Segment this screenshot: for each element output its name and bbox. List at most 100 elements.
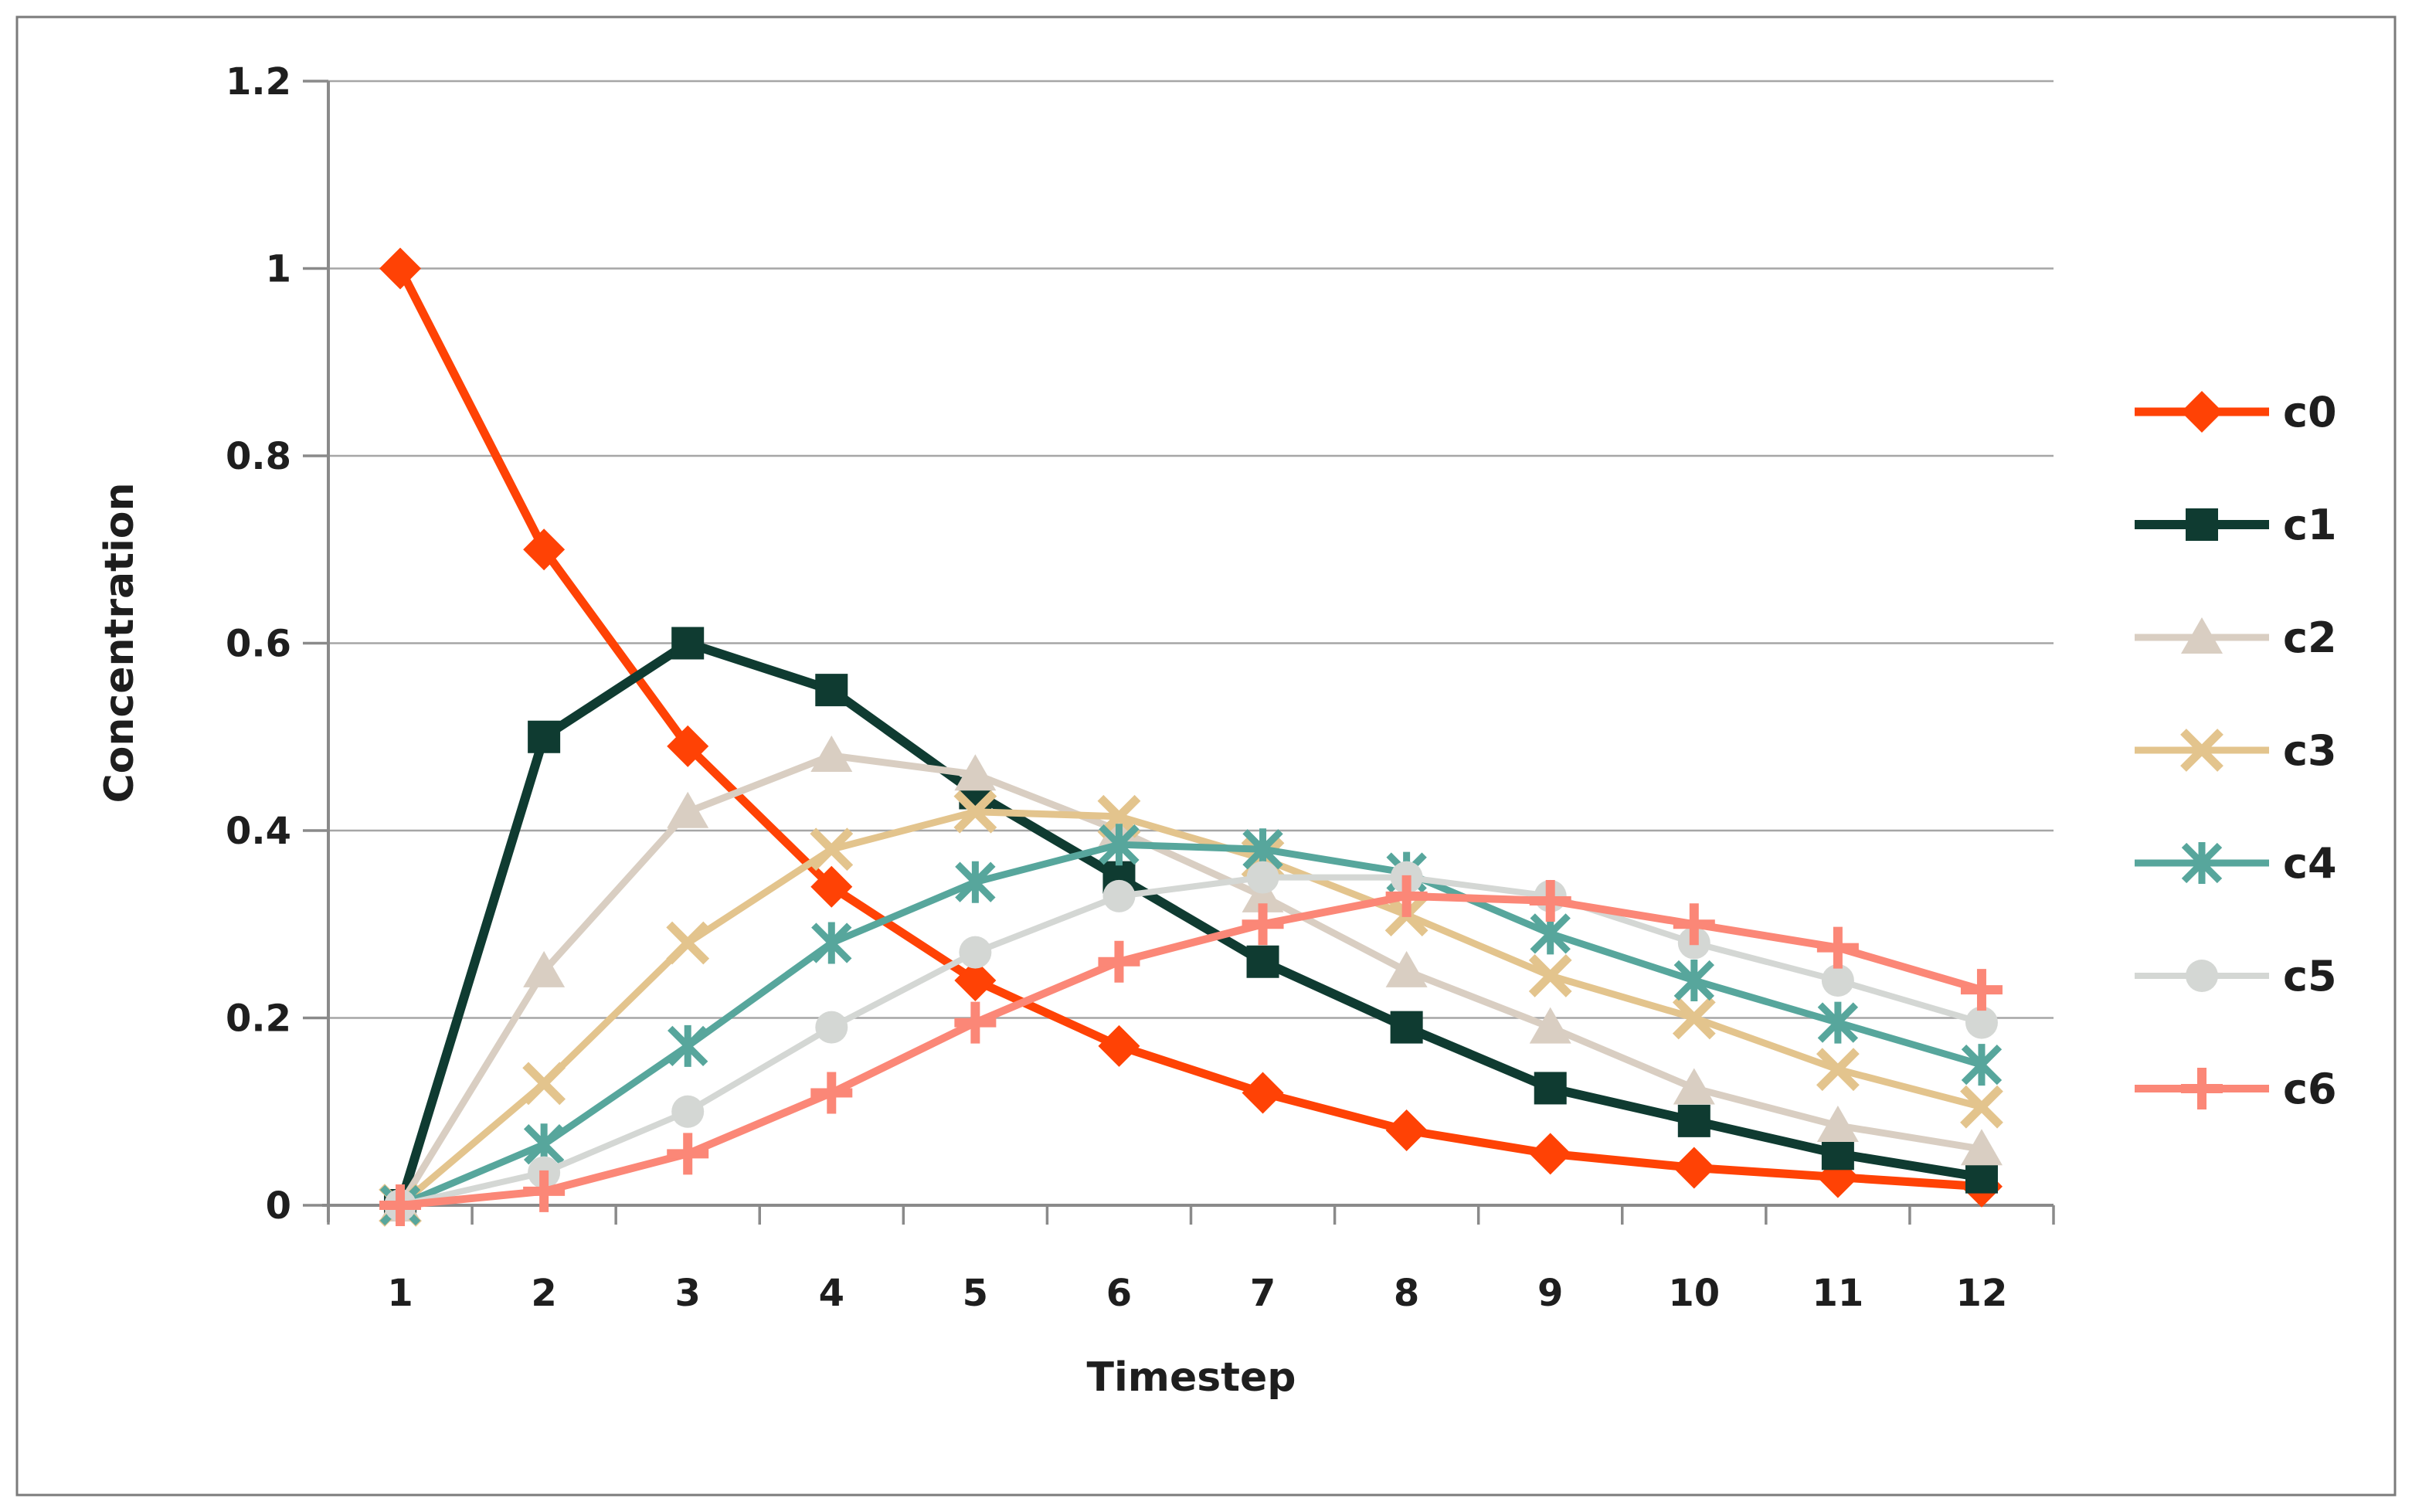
marker-plus — [2181, 1068, 2223, 1109]
marker-plus — [379, 1184, 422, 1226]
axes — [303, 80, 2055, 1225]
x-tick-label: 12 — [1956, 1272, 2008, 1315]
marker-asterisk — [2181, 842, 2223, 884]
series-c1-line — [396, 638, 1982, 1207]
marker-plus — [1242, 903, 1284, 946]
series-c3 — [379, 790, 2003, 1227]
marker-asterisk — [955, 861, 996, 903]
marker-square — [1534, 1072, 1567, 1105]
series-c6 — [379, 875, 2003, 1226]
marker-square — [671, 627, 705, 660]
marker-triangle — [1673, 1068, 1715, 1105]
legend-label-c2: c2 — [2283, 613, 2337, 662]
legend-item-c5: c5 — [2135, 952, 2337, 1001]
marker-asterisk — [1817, 1001, 1859, 1044]
marker-circle — [815, 1011, 848, 1044]
marker-circle — [1965, 1006, 1998, 1039]
x-tick-label: 5 — [963, 1272, 988, 1315]
marker-triangle — [1960, 1129, 2003, 1166]
legend-item-c1: c1 — [2135, 501, 2337, 549]
series-c4 — [379, 824, 2003, 1226]
marker-plus — [1385, 875, 1428, 917]
marker-plus — [1098, 940, 1140, 983]
marker-circle — [1821, 964, 1854, 997]
marker-plus — [667, 1133, 709, 1175]
marker-diamond — [523, 528, 566, 571]
y-tick-label: 0 — [266, 1184, 291, 1228]
x-tick-label: 1 — [387, 1272, 413, 1315]
marker-x — [810, 827, 854, 872]
marker-x — [1528, 954, 1572, 997]
marker-triangle — [810, 736, 853, 772]
marker-x — [666, 921, 710, 965]
marker-square — [528, 720, 561, 753]
marker-asterisk — [668, 1024, 708, 1067]
y-tick-label: 0.2 — [226, 997, 291, 1041]
x-tick-label: 3 — [675, 1272, 701, 1315]
marker-asterisk — [1099, 824, 1140, 866]
marker-triangle — [667, 791, 709, 828]
legend-label-c5: c5 — [2283, 952, 2337, 1001]
x-tick-label: 7 — [1250, 1272, 1276, 1315]
y-tick-label: 1 — [266, 248, 291, 291]
marker-asterisk — [1673, 960, 1714, 1001]
marker-diamond — [1529, 1133, 1571, 1175]
marker-square — [815, 674, 848, 707]
marker-triangle — [2181, 617, 2223, 654]
marker-triangle — [1242, 875, 1284, 912]
marker-diamond — [1242, 1072, 1284, 1114]
x-tick-label: 10 — [1668, 1272, 1720, 1315]
gridlines — [328, 80, 2054, 1019]
marker-plus — [1816, 926, 1859, 969]
marker-diamond — [379, 247, 422, 290]
marker-triangle — [523, 950, 566, 987]
marker-plus — [1529, 879, 1571, 922]
marker-triangle — [1385, 950, 1428, 987]
marker-diamond — [1673, 1147, 1715, 1189]
marker-plus — [954, 1001, 997, 1044]
marker-square — [1821, 1137, 1854, 1171]
axis-labels: 00.20.40.60.811.21 2 3 4 5 6 7 8 9 10 11 12 — [226, 60, 2007, 1315]
marker-asterisk — [1961, 1044, 2003, 1086]
marker-square — [2186, 508, 2218, 541]
x-tick-label: 6 — [1106, 1272, 1132, 1315]
marker-diamond — [810, 865, 853, 908]
legend-item-c6: c6 — [2135, 1065, 2337, 1113]
series-c5-line — [399, 874, 1983, 1208]
series-c4-line — [399, 841, 1983, 1209]
y-tick-label: 0.6 — [226, 623, 291, 666]
marker-diamond — [1098, 1024, 1140, 1067]
x-tick-label: 8 — [1394, 1272, 1419, 1315]
marker-circle — [2186, 960, 2218, 992]
marker-square — [1246, 945, 1279, 978]
legend: c0 c1 c2 c3 c4 c5 c6 — [2135, 388, 2337, 1113]
marker-square — [1677, 1104, 1710, 1137]
marker-asterisk — [811, 922, 852, 964]
marker-circle — [671, 1095, 705, 1128]
legend-label-c3: c3 — [2283, 726, 2337, 775]
x-tick-label: 4 — [819, 1272, 844, 1315]
marker-circle — [1102, 879, 1136, 912]
y-tick-label: 0.8 — [226, 435, 291, 478]
legend-item-c2: c2 — [2135, 613, 2337, 662]
marker-triangle — [1816, 1105, 1859, 1142]
x-tick-label: 2 — [531, 1272, 556, 1315]
marker-triangle — [1529, 1007, 1571, 1044]
x-tick-label: 9 — [1537, 1272, 1563, 1315]
marker-plus — [1960, 969, 2003, 1011]
y-tick-label: 0.4 — [226, 810, 291, 853]
legend-label-c0: c0 — [2283, 388, 2337, 437]
y-axis-title: Concentration — [97, 482, 143, 803]
marker-circle — [959, 936, 992, 969]
marker-plus — [810, 1072, 853, 1114]
x-axis-title: Timestep — [1086, 1354, 1296, 1401]
legend-item-c4: c4 — [2135, 839, 2337, 888]
marker-diamond — [2181, 391, 2223, 433]
series-c3-line — [398, 808, 1983, 1208]
marker-square — [1965, 1160, 1998, 1194]
y-tick-label: 1.2 — [226, 60, 291, 104]
marker-plus — [1673, 903, 1715, 946]
legend-item-c3: c3 — [2135, 726, 2337, 775]
